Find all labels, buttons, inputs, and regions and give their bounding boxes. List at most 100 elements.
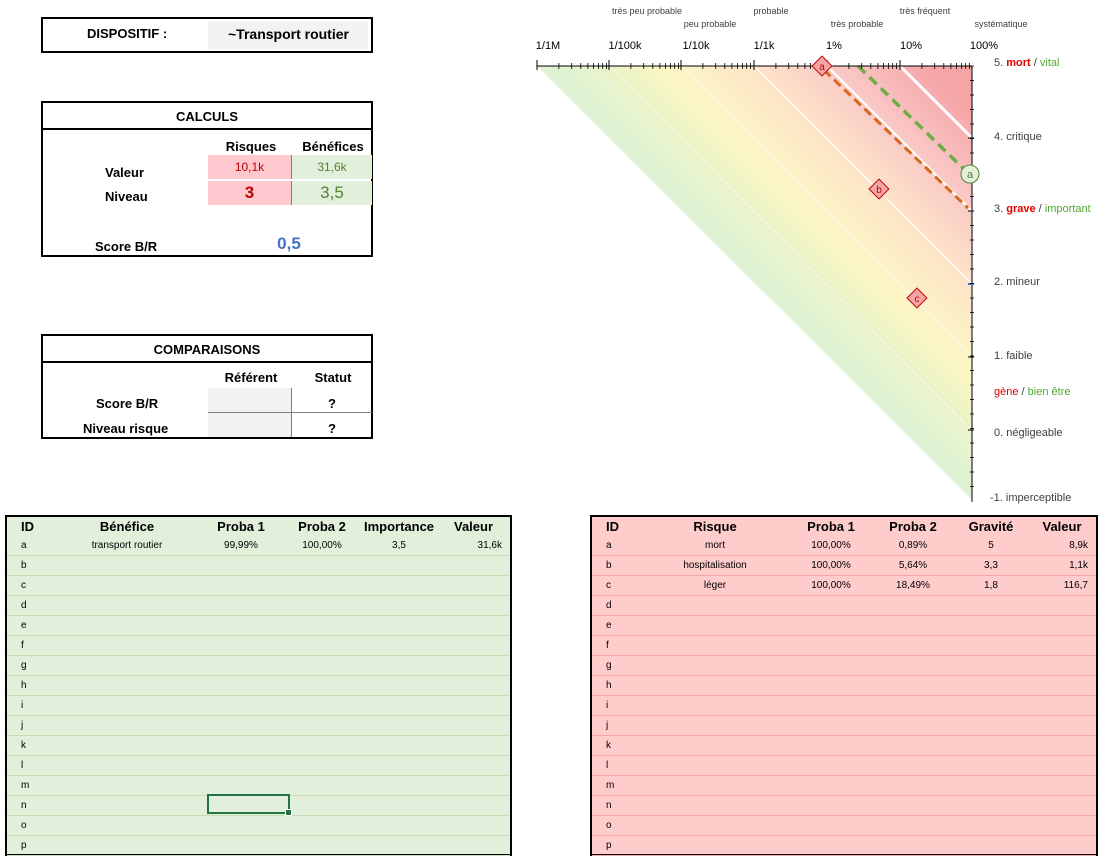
- benefices-cell-label[interactable]: [55, 675, 199, 696]
- benefices-cell-proba2[interactable]: [283, 835, 361, 856]
- benefices-cell-proba1[interactable]: [199, 715, 283, 736]
- benefices-cell-level[interactable]: [361, 775, 437, 796]
- valeur-risques-cell[interactable]: 10,1k: [208, 155, 292, 179]
- risques-cell-valeur[interactable]: [1028, 615, 1096, 636]
- referent-niveau-cell[interactable]: [208, 413, 292, 437]
- benefices-cell-id[interactable]: g: [7, 655, 55, 676]
- benefices-cell-id[interactable]: e: [7, 615, 55, 636]
- benefices-cell-label[interactable]: [55, 595, 199, 616]
- benefices-cell-id[interactable]: o: [7, 815, 55, 836]
- risk-marker-b[interactable]: b: [868, 178, 890, 200]
- risques-cell-valeur[interactable]: [1028, 695, 1096, 716]
- benefices-cell-proba1[interactable]: [199, 815, 283, 836]
- risques-cell-level[interactable]: [954, 595, 1028, 616]
- benefices-cell-proba1[interactable]: [199, 695, 283, 716]
- benefices-cell-proba2[interactable]: [283, 555, 361, 576]
- benefices-cell-proba2[interactable]: [283, 615, 361, 636]
- benefices-cell-proba2[interactable]: [283, 795, 361, 816]
- benefices-cell-proba2[interactable]: [283, 595, 361, 616]
- risques-cell-label[interactable]: hospitalisation: [640, 555, 790, 576]
- benefices-cell-id[interactable]: b: [7, 555, 55, 576]
- risques-cell-valeur[interactable]: [1028, 795, 1096, 816]
- benefices-cell-proba2[interactable]: [283, 775, 361, 796]
- risques-cell-valeur[interactable]: [1028, 655, 1096, 676]
- risques-cell-proba1[interactable]: [790, 615, 872, 636]
- risques-cell-proba2[interactable]: [872, 815, 954, 836]
- benefices-cell-proba1[interactable]: [199, 635, 283, 656]
- benefices-cell-level[interactable]: 3,5: [361, 536, 437, 556]
- benefices-cell-level[interactable]: [361, 835, 437, 856]
- risques-cell-proba1[interactable]: [790, 695, 872, 716]
- risques-cell-level[interactable]: [954, 655, 1028, 676]
- benefices-cell-valeur[interactable]: [437, 755, 510, 776]
- benefices-cell-valeur[interactable]: [437, 595, 510, 616]
- risques-cell-proba1[interactable]: [790, 815, 872, 836]
- benefices-cell-proba1[interactable]: [199, 795, 283, 816]
- risques-cell-label[interactable]: [640, 715, 790, 736]
- risques-cell-proba1[interactable]: [790, 735, 872, 756]
- benefices-cell-proba1[interactable]: [199, 655, 283, 676]
- benefices-cell-proba1[interactable]: [199, 735, 283, 756]
- risques-cell-level[interactable]: [954, 815, 1028, 836]
- benefices-cell-proba2[interactable]: [283, 635, 361, 656]
- risques-cell-id[interactable]: n: [592, 795, 640, 816]
- selected-cell[interactable]: [207, 794, 292, 816]
- benefices-cell-level[interactable]: [361, 715, 437, 736]
- benefices-cell-id[interactable]: c: [7, 575, 55, 596]
- benefices-cell-id[interactable]: l: [7, 755, 55, 776]
- benefices-cell-proba1[interactable]: [199, 755, 283, 776]
- benefices-cell-label[interactable]: [55, 775, 199, 796]
- benefices-cell-id[interactable]: f: [7, 635, 55, 656]
- risques-cell-id[interactable]: d: [592, 595, 640, 616]
- benefices-cell-level[interactable]: [361, 675, 437, 696]
- risques-cell-label[interactable]: mort: [640, 536, 790, 556]
- benefices-cell-proba2[interactable]: [283, 575, 361, 596]
- risques-cell-level[interactable]: 1,8: [954, 575, 1028, 596]
- benefices-cell-valeur[interactable]: [437, 795, 510, 816]
- benefices-cell-proba2[interactable]: [283, 815, 361, 836]
- risques-cell-label[interactable]: [640, 655, 790, 676]
- risques-cell-level[interactable]: [954, 755, 1028, 776]
- risques-cell-proba2[interactable]: [872, 835, 954, 856]
- risques-cell-proba1[interactable]: [790, 655, 872, 676]
- benefices-cell-valeur[interactable]: [437, 635, 510, 656]
- benefices-cell-id[interactable]: d: [7, 595, 55, 616]
- risques-cell-proba1[interactable]: 100,00%: [790, 536, 872, 556]
- benefices-cell-valeur[interactable]: [437, 615, 510, 636]
- risques-cell-level[interactable]: [954, 775, 1028, 796]
- benefices-cell-valeur[interactable]: [437, 655, 510, 676]
- benefices-cell-level[interactable]: [361, 795, 437, 816]
- referent-score-cell[interactable]: [208, 388, 292, 413]
- benefices-cell-valeur[interactable]: 31,6k: [437, 536, 510, 556]
- risk-marker-c[interactable]: c: [906, 287, 928, 309]
- risques-cell-proba2[interactable]: [872, 675, 954, 696]
- risques-cell-label[interactable]: [640, 675, 790, 696]
- risk-marker-a[interactable]: a: [811, 55, 833, 77]
- risques-cell-valeur[interactable]: [1028, 815, 1096, 836]
- risques-cell-proba2[interactable]: [872, 695, 954, 716]
- benefices-cell-label[interactable]: [55, 555, 199, 576]
- benefices-cell-label[interactable]: [55, 735, 199, 756]
- risques-cell-id[interactable]: m: [592, 775, 640, 796]
- benefices-cell-level[interactable]: [361, 575, 437, 596]
- benefices-cell-proba2[interactable]: [283, 695, 361, 716]
- benefices-cell-level[interactable]: [361, 755, 437, 776]
- risques-cell-label[interactable]: [640, 695, 790, 716]
- benefices-cell-proba2[interactable]: [283, 755, 361, 776]
- benefices-cell-id[interactable]: i: [7, 695, 55, 716]
- risques-cell-label[interactable]: [640, 735, 790, 756]
- risques-cell-level[interactable]: [954, 615, 1028, 636]
- benefices-cell-level[interactable]: [361, 635, 437, 656]
- benefices-cell-id[interactable]: k: [7, 735, 55, 756]
- risques-cell-id[interactable]: f: [592, 635, 640, 656]
- benefices-cell-valeur[interactable]: [437, 555, 510, 576]
- benefices-cell-proba2[interactable]: 100,00%: [283, 536, 361, 556]
- risques-cell-label[interactable]: [640, 615, 790, 636]
- benefices-cell-proba1[interactable]: [199, 675, 283, 696]
- risques-cell-level[interactable]: [954, 675, 1028, 696]
- risques-cell-label[interactable]: [640, 755, 790, 776]
- risques-cell-label[interactable]: [640, 595, 790, 616]
- risques-cell-id[interactable]: g: [592, 655, 640, 676]
- benefices-cell-proba2[interactable]: [283, 715, 361, 736]
- benefices-cell-valeur[interactable]: [437, 715, 510, 736]
